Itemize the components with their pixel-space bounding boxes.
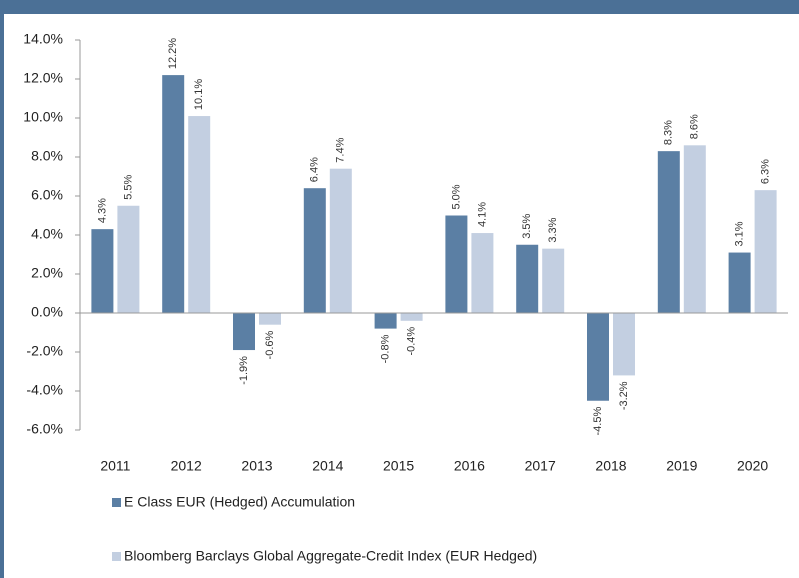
x-tick-label: 2016	[454, 458, 485, 474]
bar	[117, 205, 140, 313]
x-tick-label: 2020	[737, 458, 768, 474]
x-tick-label: 2011	[100, 458, 130, 474]
x-tick-label: 2013	[241, 458, 272, 474]
x-tick-label: 2019	[666, 458, 697, 474]
y-tick-label: 2.0%	[31, 265, 63, 281]
bar	[259, 313, 281, 325]
x-tick-label: 2012	[171, 458, 202, 474]
value-label: 8.3%	[663, 120, 675, 145]
x-tick-label: 2018	[595, 458, 626, 474]
value-label: 8.6%	[689, 114, 701, 139]
bar	[303, 188, 326, 313]
bar	[374, 313, 397, 329]
x-tick-label: 2017	[525, 458, 556, 474]
bar	[162, 75, 185, 313]
value-label: 5.5%	[122, 174, 134, 199]
value-label: 6.3%	[760, 159, 772, 184]
value-label: 6.4%	[309, 157, 321, 182]
value-label: 3.3%	[547, 217, 559, 242]
y-tick-label: 0.0%	[31, 304, 63, 320]
y-tick-label: -6.0%	[26, 421, 63, 437]
bar	[683, 145, 706, 313]
value-label: 10.1%	[193, 79, 205, 110]
y-tick-label: 10.0%	[23, 109, 63, 125]
y-tick-label: 4.0%	[31, 226, 63, 242]
value-label: 4.3%	[96, 198, 108, 223]
y-tick-label: 12.0%	[23, 70, 63, 86]
value-label: 3.5%	[521, 213, 533, 238]
x-tick-label: 2014	[312, 458, 343, 474]
legend-label: Bloomberg Barclays Global Aggregate-Cred…	[124, 548, 537, 564]
bar	[657, 151, 680, 313]
legend-swatch	[112, 552, 121, 561]
bar	[471, 233, 494, 313]
value-label: 3.1%	[734, 221, 746, 246]
y-tick-label: -2.0%	[26, 343, 63, 359]
bar	[400, 313, 423, 321]
value-label: -0.8%	[380, 334, 392, 363]
bar	[728, 252, 751, 313]
bar	[542, 248, 565, 313]
bar	[91, 229, 114, 313]
y-tick-label: 6.0%	[31, 187, 63, 203]
bar	[329, 168, 352, 313]
value-label: -4.5%	[592, 407, 604, 436]
bar	[188, 116, 211, 313]
bar	[516, 244, 539, 313]
y-tick-label: -4.0%	[26, 382, 63, 398]
y-tick-label: 14.0%	[23, 31, 63, 47]
value-label: 4.1%	[476, 202, 488, 227]
value-label: -1.9%	[238, 356, 250, 385]
value-label: 12.2%	[167, 38, 179, 69]
value-label: 7.4%	[335, 137, 347, 162]
bar	[233, 313, 255, 351]
legend-swatch	[112, 498, 121, 507]
value-label: -0.6%	[264, 330, 276, 359]
value-label: 5.0%	[450, 184, 462, 209]
left-border	[0, 0, 4, 578]
bar	[445, 215, 468, 313]
bar	[613, 313, 635, 376]
legend-label: E Class EUR (Hedged) Accumulation	[124, 494, 355, 510]
value-label: -3.2%	[618, 381, 630, 410]
value-label: -0.4%	[406, 327, 418, 356]
top-border	[0, 0, 799, 14]
bar	[587, 313, 609, 401]
x-tick-label: 2015	[383, 458, 414, 474]
bar	[754, 190, 777, 313]
y-tick-label: 8.0%	[31, 148, 63, 164]
